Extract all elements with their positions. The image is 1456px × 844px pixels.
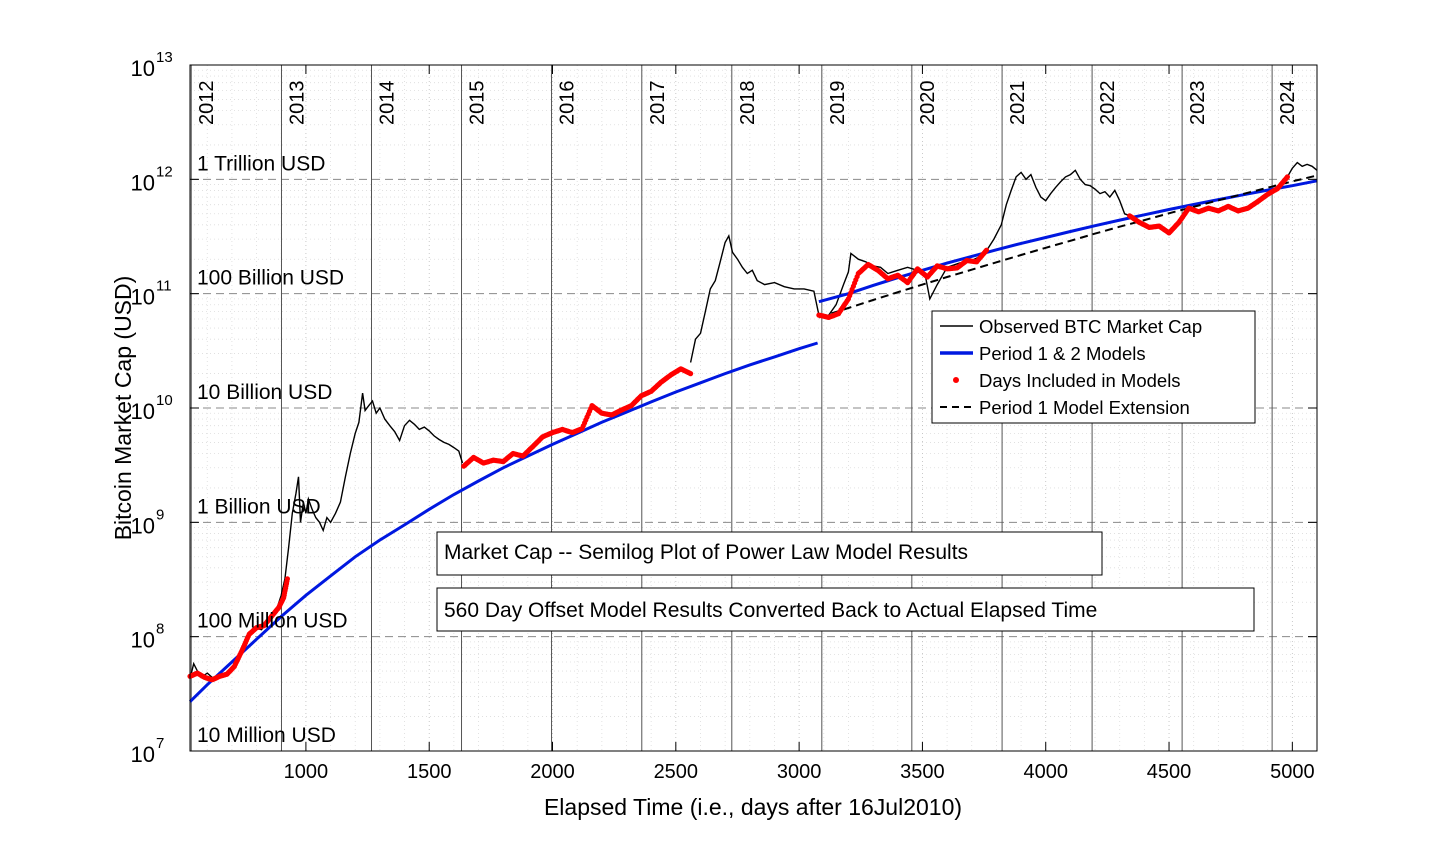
model-day-point bbox=[284, 576, 290, 582]
observed-line-2017 bbox=[689, 233, 820, 363]
y-tick-exponent: 9 bbox=[156, 506, 164, 523]
y-tick-exponent: 13 bbox=[156, 49, 173, 66]
year-label: 2012 bbox=[196, 81, 218, 126]
year-label: 2016 bbox=[557, 81, 579, 126]
year-label: 2020 bbox=[917, 81, 939, 126]
y-axis-label: Bitcoin Market Cap (USD) bbox=[110, 276, 136, 541]
y-tick-exponent: 10 bbox=[156, 392, 173, 409]
reference-label: 1 Trillion USD bbox=[197, 152, 325, 175]
year-label: 2024 bbox=[1277, 81, 1299, 126]
year-label: 2021 bbox=[1007, 81, 1029, 126]
x-tick-label: 2500 bbox=[654, 761, 699, 783]
x-tick-label: 5000 bbox=[1270, 761, 1315, 783]
reference-label: 100 Billion USD bbox=[197, 267, 344, 290]
reference-label: 1 Billion USD bbox=[197, 495, 321, 518]
annotation-title: Market Cap -- Semilog Plot of Power Law … bbox=[436, 531, 1103, 576]
reference-label: 10 Million USD bbox=[197, 724, 336, 747]
annotation-subtitle: 560 Day Offset Model Results Converted B… bbox=[436, 587, 1255, 632]
x-axis-label: Elapsed Time (i.e., days after 16Jul2010… bbox=[544, 794, 962, 820]
x-tick-label: 3500 bbox=[900, 761, 945, 783]
extension-line bbox=[818, 174, 1318, 319]
y-tick-exponent: 12 bbox=[156, 163, 173, 180]
y-tick-base: 10 bbox=[131, 513, 155, 538]
x-tick-label: 4500 bbox=[1147, 761, 1192, 783]
x-tick-label: 1000 bbox=[284, 761, 329, 783]
y-tick-base: 10 bbox=[131, 285, 155, 310]
reference-label: 100 Million USD bbox=[197, 610, 348, 633]
year-label: 2018 bbox=[737, 81, 759, 126]
y-tick-exponent: 8 bbox=[156, 621, 164, 638]
annotation-subtitle-text: 560 Day Offset Model Results Converted B… bbox=[444, 599, 1097, 622]
x-tick-label: 4000 bbox=[1023, 761, 1068, 783]
legend: Observed BTC Market Cap Period 1 & 2 Mod… bbox=[931, 310, 1256, 424]
series-layer bbox=[187, 161, 1318, 703]
year-label: 2014 bbox=[377, 81, 399, 126]
legend-days-label: Days Included in Models bbox=[979, 370, 1181, 391]
year-label: 2017 bbox=[647, 81, 669, 126]
year-label: 2022 bbox=[1097, 81, 1119, 126]
y-tick-base: 10 bbox=[131, 399, 155, 424]
x-tick-label: 2000 bbox=[530, 761, 575, 783]
y-tick-base: 10 bbox=[131, 56, 155, 81]
y-tick-base: 10 bbox=[131, 628, 155, 653]
model-day-point bbox=[688, 371, 694, 377]
year-label: 2023 bbox=[1187, 81, 1209, 126]
year-label: 2015 bbox=[467, 81, 489, 126]
year-label: 2013 bbox=[286, 81, 308, 126]
x-tick-label: 1500 bbox=[407, 761, 452, 783]
year-labels: 2012 2013 2014 2015 2016 2017 2018 2019 2020 2021… bbox=[196, 81, 1299, 126]
y-tick-exponent: 11 bbox=[156, 278, 172, 295]
year-label: 2019 bbox=[827, 81, 849, 126]
legend-observed-label: Observed BTC Market Cap bbox=[979, 316, 1202, 337]
legend-days-swatch bbox=[953, 377, 959, 383]
model-day-point bbox=[1284, 174, 1290, 180]
reference-label: 10 Billion USD bbox=[197, 381, 332, 404]
reference-labels: 10 Million USD 100 Million USD 1 Billion U… bbox=[197, 152, 348, 747]
observed-line-2024 bbox=[1286, 161, 1318, 178]
annotation-title-text: Market Cap -- Semilog Plot of Power Law … bbox=[444, 541, 968, 564]
model-line-period-1 bbox=[188, 341, 819, 703]
year-lines bbox=[190, 65, 1273, 751]
legend-model-label: Period 1 & 2 Models bbox=[979, 343, 1146, 364]
x-tick-label: 3000 bbox=[777, 761, 822, 783]
y-tick-base: 10 bbox=[131, 170, 155, 195]
model-day-point bbox=[983, 247, 990, 253]
y-tick-base: 10 bbox=[131, 742, 155, 767]
x-axis-ticks: 1000 1500 2000 2500 3000 3500 4000 4500 5000 bbox=[284, 65, 1315, 783]
legend-extension-label: Period 1 Model Extension bbox=[979, 397, 1190, 418]
y-tick-exponent: 7 bbox=[156, 735, 164, 752]
